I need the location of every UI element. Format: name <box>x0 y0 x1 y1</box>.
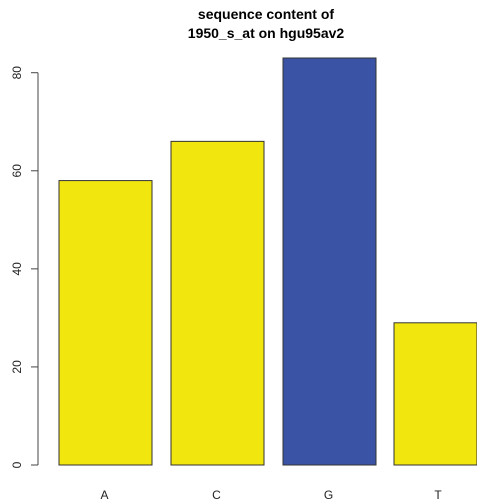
bar-C <box>170 140 265 466</box>
y-axis: 0 20 40 60 80 <box>10 66 39 468</box>
chart-title-line-1: sequence content of <box>198 6 334 22</box>
y-tick-label: 20 <box>10 360 24 374</box>
x-tick-label: A <box>100 488 108 502</box>
bar-A <box>58 180 153 466</box>
bar-G <box>282 57 377 466</box>
x-tick-label: T <box>434 488 442 502</box>
y-tick-label: 60 <box>10 164 24 178</box>
y-tick-label: 0 <box>10 461 24 468</box>
y-tick-label: 80 <box>10 66 24 80</box>
bars <box>58 57 477 466</box>
bar-T <box>393 322 477 466</box>
chart-title: sequence content of 1950_s_at on hgu95av… <box>188 6 345 41</box>
x-tick-label: G <box>324 488 333 502</box>
chart-title-line-2: 1950_s_at on hgu95av2 <box>188 25 345 41</box>
x-tick-label: C <box>212 488 221 502</box>
y-tick-label: 40 <box>10 262 24 276</box>
